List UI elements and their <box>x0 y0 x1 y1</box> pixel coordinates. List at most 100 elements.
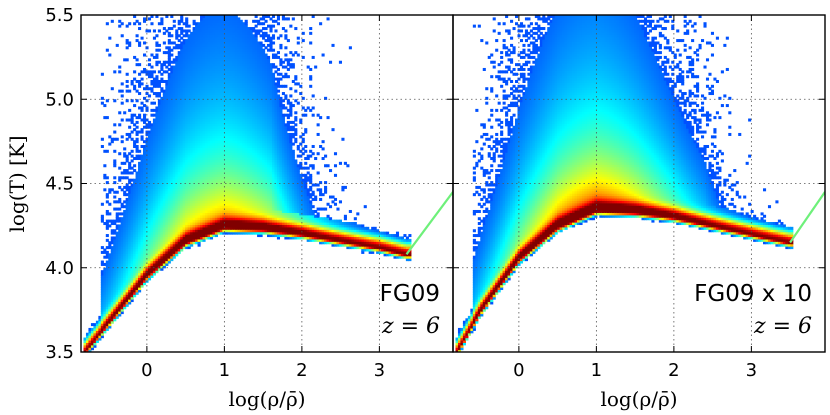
heatmap-cell <box>212 205 216 209</box>
heatmap-cell <box>207 137 211 141</box>
heatmap-cell <box>207 24 211 28</box>
heatmap-cell <box>135 291 139 295</box>
heatmap-cell <box>187 120 191 124</box>
heatmap-cell <box>252 111 256 115</box>
heatmap-cell <box>108 289 112 293</box>
heatmap-cell <box>138 178 142 182</box>
heatmap-cell <box>244 176 248 180</box>
heatmap-cell <box>170 147 174 151</box>
heatmap-cell <box>195 241 199 245</box>
heatmap-cell <box>160 77 164 81</box>
heatmap-cell <box>249 99 253 103</box>
heatmap-cell <box>120 262 124 266</box>
heatmap-cell <box>165 142 169 146</box>
heatmap-cell <box>202 209 206 213</box>
heatmap-cell <box>155 267 159 271</box>
heatmap-cell <box>172 197 176 201</box>
heatmap-cell <box>182 46 186 50</box>
heatmap-cell <box>103 289 107 293</box>
heatmap-cell <box>195 229 199 233</box>
heatmap-cell <box>115 296 119 300</box>
heatmap-cell <box>249 72 253 76</box>
heatmap-cell <box>192 77 196 81</box>
heatmap-cell <box>177 125 181 129</box>
heatmap-cell <box>209 236 214 240</box>
heatmap-cell <box>229 24 233 28</box>
heatmap-cell <box>207 72 211 76</box>
heatmap-cell <box>167 63 171 67</box>
heatmap-cell <box>182 51 186 55</box>
heatmap-cell <box>103 291 107 295</box>
heatmap-cell <box>150 154 154 158</box>
heatmap-cell <box>187 224 191 228</box>
heatmap-cell <box>197 135 201 139</box>
heatmap-cell <box>180 128 184 132</box>
heatmap-cell <box>214 171 218 175</box>
heatmap-cell <box>205 43 209 47</box>
heatmap-cell <box>229 135 233 139</box>
heatmap-cell <box>212 130 216 134</box>
heatmap-cell <box>202 159 206 163</box>
heatmap-cell <box>242 202 246 206</box>
heatmap-cell <box>120 260 124 264</box>
heatmap-cell <box>145 125 149 129</box>
heatmap-cell <box>177 51 181 55</box>
heatmap-cell <box>197 231 201 235</box>
heatmap-cell <box>205 82 209 86</box>
heatmap-cell <box>219 166 223 170</box>
heatmap-cell <box>138 284 142 288</box>
heatmap-cell <box>160 17 164 21</box>
heatmap-cell <box>167 106 171 110</box>
heatmap-cell <box>125 205 129 209</box>
heatmap-cell <box>192 39 196 43</box>
heatmap-cell <box>205 234 209 238</box>
heatmap-cell <box>237 125 241 129</box>
heatmap-cell <box>140 238 144 242</box>
heatmap-cell <box>128 267 132 271</box>
heatmap-cell <box>177 214 181 218</box>
heatmap-cell <box>234 132 238 136</box>
heatmap-cell <box>108 255 112 259</box>
heatmap-cell <box>125 236 129 240</box>
heatmap-cell <box>113 161 117 165</box>
heatmap-cell <box>237 140 241 144</box>
heatmap-cell <box>195 212 199 216</box>
heatmap-cell <box>113 308 117 312</box>
heatmap-cell <box>237 36 241 40</box>
heatmap-cell <box>249 94 253 98</box>
heatmap-cell <box>160 101 164 105</box>
heatmap-cell <box>209 123 214 127</box>
heatmap-cell <box>135 89 139 93</box>
heatmap-cell <box>202 157 206 161</box>
heatmap-cell <box>130 202 134 206</box>
heatmap-cell <box>157 214 161 218</box>
heatmap-cell <box>197 113 201 117</box>
heatmap-cell <box>177 207 181 211</box>
heatmap-cell <box>214 188 218 192</box>
heatmap-cell <box>202 231 206 235</box>
heatmap-cell <box>205 130 209 134</box>
heatmap-cell <box>187 130 191 134</box>
heatmap-cell <box>219 159 223 163</box>
heatmap-cell <box>150 234 154 238</box>
heatmap-cell <box>128 243 132 247</box>
heatmap-cell <box>214 72 218 76</box>
heatmap-cell <box>130 82 134 86</box>
heatmap-cell <box>197 243 201 247</box>
heatmap-cell <box>105 200 109 204</box>
heatmap-cell <box>224 181 228 185</box>
heatmap-cell <box>217 55 221 59</box>
heatmap-cell <box>229 19 233 23</box>
heatmap-cell <box>150 183 154 187</box>
heatmap-cell <box>140 243 144 247</box>
heatmap-cell <box>133 222 137 226</box>
heatmap-cell <box>160 248 164 252</box>
heatmap-cell <box>244 154 248 158</box>
heatmap-cell <box>219 205 223 209</box>
heatmap-cell <box>125 241 129 245</box>
heatmap-cell <box>180 89 184 93</box>
heatmap-cell <box>175 234 179 238</box>
heatmap-cell <box>242 149 246 153</box>
heatmap-cell <box>185 161 189 165</box>
heatmap-cell <box>205 116 209 120</box>
